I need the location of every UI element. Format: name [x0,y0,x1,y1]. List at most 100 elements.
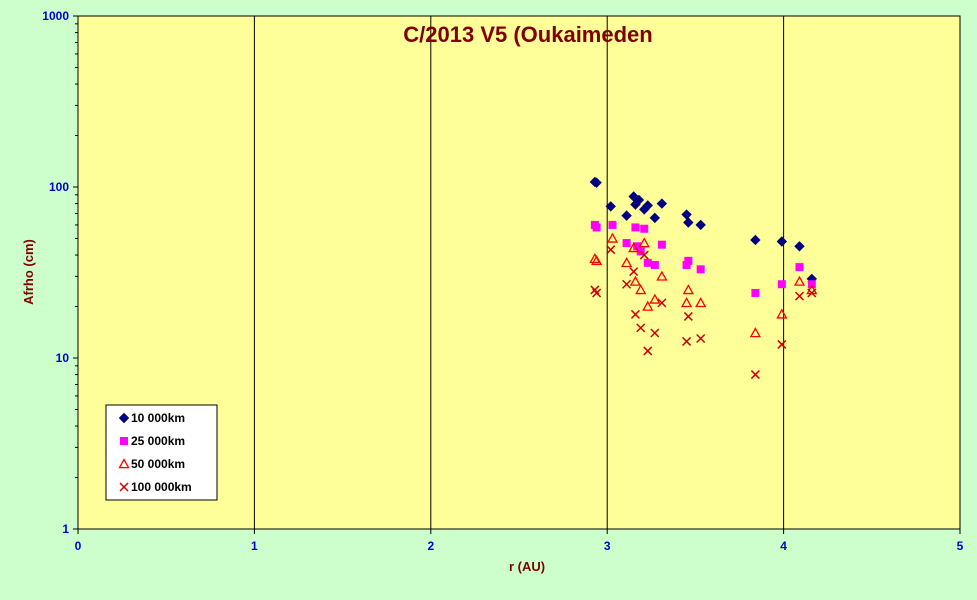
data-point [795,263,804,272]
data-point [643,258,652,267]
legend-marker [118,412,130,424]
data-point [633,194,645,206]
series-2 [589,232,818,338]
data-point [629,267,639,277]
legend-label: 100 000km [131,480,192,494]
data-point [794,241,805,252]
data-point [633,242,642,251]
grid-lines [253,16,785,529]
data-point [643,346,653,356]
data-point [683,311,693,321]
x-marker-stroke [606,245,616,255]
legend-marker [120,437,128,445]
data-point [650,260,659,269]
data-point [696,265,705,274]
data-point [682,336,692,346]
x-marker-stroke [119,482,129,492]
x-marker-stroke [682,336,692,346]
data-points [589,176,818,380]
x-marker-stroke [590,285,600,295]
data-point [776,308,788,319]
data-point [591,254,603,266]
data-point [642,300,654,311]
x-marker-stroke [636,323,646,333]
x-marker-stroke [750,370,760,380]
data-point [793,275,806,286]
data-point [750,234,761,246]
x-axis-title: r (AU) [509,559,545,574]
data-point [628,242,640,253]
x-marker-stroke [696,333,706,344]
data-point [639,250,649,260]
data-point [592,288,602,298]
data-point [605,201,616,212]
legend-marker [119,482,129,492]
x-tick-label: 3 [604,539,611,553]
data-point [591,177,602,188]
y-tick-label: 1000 [42,9,69,23]
x-marker-stroke [622,279,632,289]
x-marker-stroke [807,288,817,298]
data-point [682,284,694,295]
series-0 [589,176,818,285]
x-marker-stroke [629,267,639,277]
data-point [696,333,706,344]
legend: 10 000km 25 000km 50 000km 100 000km [105,404,218,501]
data-point [695,297,707,308]
x-tick-label: 1 [251,539,258,553]
data-point [794,291,805,301]
data-point [650,328,660,338]
data-point [657,298,667,308]
x-tick-label: 2 [427,539,434,553]
data-point [657,240,666,249]
data-point [777,339,787,349]
data-point [606,245,616,255]
data-point [695,219,706,231]
data-point [683,217,694,228]
data-point [656,198,668,209]
x-marker-stroke [777,339,787,349]
y-tick-label: 1 [62,522,69,536]
data-point [622,279,632,289]
x-tick-label: 5 [957,539,964,553]
data-point [750,370,760,380]
x-marker-stroke [683,311,693,321]
data-point [621,210,632,221]
x-marker-stroke [643,346,653,356]
data-point [807,288,817,298]
data-point [640,224,649,233]
x-marker-stroke [657,298,667,308]
data-point [635,284,647,295]
plot-area [77,15,961,530]
legend-label: 10 000km [131,411,185,425]
data-point [682,260,691,269]
legend-marker [118,458,130,469]
data-point [620,257,633,268]
series-1 [590,220,816,297]
data-point [622,239,631,248]
data-point [680,297,693,308]
x-marker-stroke [639,250,649,260]
data-point [642,200,653,211]
x-marker-stroke [630,309,640,319]
data-point [631,223,640,232]
data-point [656,270,668,281]
data-point [776,236,788,247]
axes [73,15,961,534]
data-point [777,280,786,289]
y-tick-label: 10 [56,351,70,365]
data-point [681,209,692,220]
x-marker-stroke [650,328,660,338]
data-point [592,223,601,232]
legend-box [105,404,218,501]
chart-title: C/2013 V5 (Oukaimeden [403,22,652,47]
data-point [630,309,640,319]
x-marker-stroke [794,291,805,301]
data-point [606,232,619,243]
y-tick-label: 100 [49,180,69,194]
data-point [749,327,761,338]
data-point [649,293,661,304]
data-point [684,256,693,265]
